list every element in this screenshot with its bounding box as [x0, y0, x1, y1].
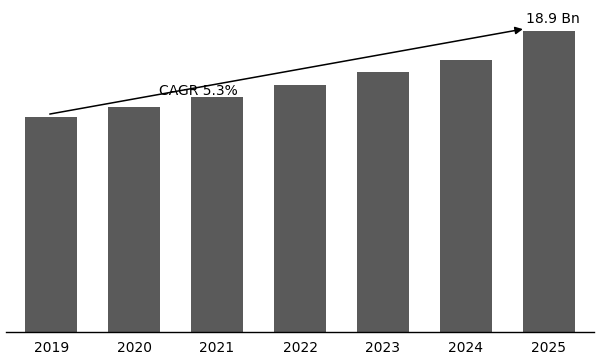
Bar [25, 117, 77, 332]
Text: CAGR 5.3%: CAGR 5.3% [159, 84, 238, 98]
Bar [357, 72, 409, 332]
Bar [109, 106, 160, 332]
Bar [440, 60, 491, 332]
Text: 18.9 Bn: 18.9 Bn [526, 12, 580, 26]
Bar [274, 85, 326, 332]
Bar [191, 97, 243, 332]
Bar [523, 31, 575, 332]
